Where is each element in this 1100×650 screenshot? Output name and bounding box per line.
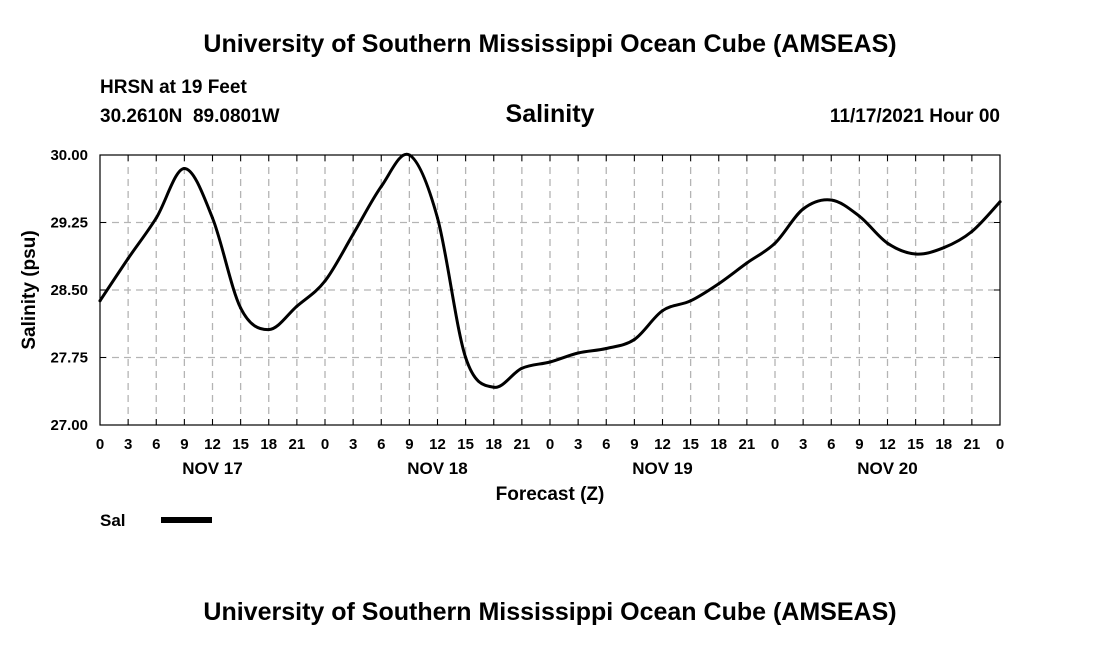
series-layer	[98, 152, 1002, 389]
x-tick-label: 21	[739, 436, 756, 453]
data-point	[829, 198, 833, 202]
data-point	[267, 328, 271, 332]
x-tick-label: 21	[289, 436, 306, 453]
data-point	[773, 241, 777, 245]
plot-border	[99, 154, 1001, 426]
x-tick-label: 3	[349, 436, 357, 453]
data-point	[351, 232, 355, 236]
y-axis-label: Salinity (psu)	[19, 230, 40, 349]
data-point	[717, 282, 721, 286]
y-tick-label: 29.25	[50, 215, 88, 232]
x-tick-label: 9	[405, 436, 413, 453]
x-tick-label: 12	[654, 436, 671, 453]
x-tick-label: 0	[321, 436, 329, 453]
x-tick-label: 15	[232, 436, 249, 453]
y-tick-label: 27.75	[50, 350, 88, 367]
day-label: NOV 17	[182, 459, 242, 478]
data-point	[998, 200, 1002, 204]
x-tick-label: 9	[180, 436, 188, 453]
data-point	[436, 216, 439, 220]
data-point	[548, 360, 552, 364]
main-title: University of Southern Mississippi Ocean…	[203, 30, 897, 58]
data-point	[801, 207, 805, 211]
data-point	[407, 153, 411, 157]
footer-title: University of Southern Mississippi Ocean…	[203, 598, 897, 626]
data-point	[520, 366, 524, 370]
x-tick-label: 15	[907, 436, 924, 453]
data-point	[632, 338, 636, 341]
data-point	[970, 230, 974, 233]
day-label: NOV 20	[857, 459, 917, 478]
x-tick-label: 21	[514, 436, 531, 453]
data-point	[295, 304, 299, 308]
grid-lines	[100, 155, 1000, 425]
x-tick-label: 18	[485, 436, 502, 453]
x-tick-label: 9	[855, 436, 863, 453]
data-point	[154, 216, 158, 220]
x-tick-label: 0	[996, 436, 1004, 453]
data-point	[661, 309, 664, 313]
x-tick-label: 0	[546, 436, 554, 453]
coordinates-label: 30.2610N 89.0801W	[100, 106, 280, 127]
x-tick-label: 18	[935, 436, 952, 453]
axes	[99, 154, 1001, 426]
x-tick-label: 6	[602, 436, 610, 453]
x-tick-label: 15	[682, 436, 699, 453]
x-tick-label: 18	[260, 436, 277, 453]
x-tick-label: 3	[799, 436, 807, 453]
data-point	[886, 241, 889, 245]
x-tick-label: 6	[827, 436, 835, 453]
data-point	[126, 257, 130, 260]
x-tick-label: 18	[710, 436, 727, 453]
legend-label: Sal	[100, 511, 126, 530]
y-tick-label: 30.00	[50, 147, 88, 164]
x-tick-label: 12	[429, 436, 446, 453]
x-axis-label: Forecast (Z)	[496, 484, 605, 505]
x-tick-label: 12	[204, 436, 221, 453]
data-point	[464, 356, 468, 359]
y-tick-label: 28.50	[50, 282, 88, 299]
day-label: NOV 19	[632, 459, 692, 478]
forecast-datetime: 11/17/2021 Hour 00	[829, 106, 1000, 127]
x-tick-label: 0	[96, 436, 104, 453]
data-point	[745, 261, 749, 265]
tick-labels: 0 3 6 9 12 15 18 21 0 3 6 9 12 15 18 21 0 3 6 9 12 15 18 21 0 3 6 9…	[50, 147, 1004, 478]
data-point	[323, 279, 327, 283]
x-tick-label: 3	[574, 436, 582, 453]
chart-title: Salinity	[505, 100, 595, 128]
data-point	[239, 306, 243, 310]
x-tick-label: 15	[457, 436, 474, 453]
data-point	[914, 252, 918, 256]
x-tick-label: 3	[124, 436, 132, 453]
x-tick-label: 0	[771, 436, 779, 453]
data-point	[604, 347, 608, 350]
data-point	[492, 385, 496, 389]
day-label: NOV 18	[407, 459, 467, 478]
x-tick-label: 12	[879, 436, 896, 453]
x-tick-label: 9	[630, 436, 638, 453]
series-line-sal	[98, 152, 1002, 389]
data-point	[576, 351, 580, 355]
data-point	[689, 299, 693, 303]
x-tick-label: 21	[964, 436, 981, 453]
data-point	[211, 216, 214, 220]
x-tick-label: 6	[377, 436, 385, 453]
y-tick-label: 27.00	[50, 417, 88, 434]
x-tick-label: 6	[152, 436, 160, 453]
data-point	[857, 214, 861, 218]
data-point	[942, 246, 946, 250]
data-point	[182, 167, 186, 170]
data-point	[379, 185, 383, 188]
data-point	[98, 299, 102, 303]
station-label: HRSN at 19 Feet	[100, 77, 247, 98]
